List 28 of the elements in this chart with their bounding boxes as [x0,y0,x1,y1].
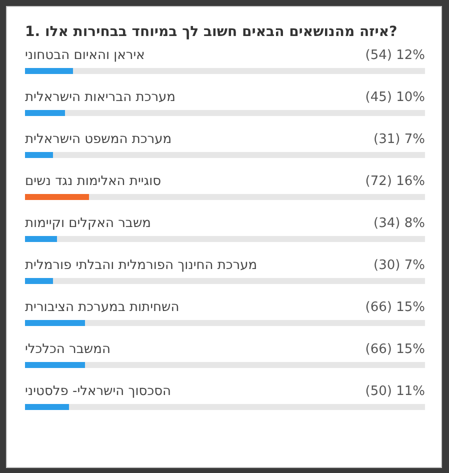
bar [25,362,85,368]
data-label: (30) 7% [374,258,425,273]
data-label: (66) 15% [365,300,425,315]
y-tick-label: איראן והאיום הבטחוני [25,48,145,63]
y-tick-label: הסכסוך הישראלי- פלסטיני [25,384,172,399]
y-tick-label: השחיתות במערכת הציבורית [25,300,180,315]
y-tick-label: מערכת החינוך הפורמלית והבלתי פורמלית [25,258,258,273]
data-label: (45) 10% [365,90,425,105]
y-tick-label: מערכת המשפט הישראלית [25,132,172,147]
data-label: (31) 7% [374,132,425,147]
bar [25,404,69,410]
chart-title: 1. איזה מהנושאים הבאים חשוב לך במיוחד בבחירות אלו? [25,24,398,40]
y-tick-label: סוגיית האלימות נגד נשים [25,174,162,189]
bar [25,152,53,158]
bar [25,194,89,200]
bar [25,110,65,116]
data-label: (54) 12% [365,48,425,63]
data-label: (50) 11% [365,384,425,399]
bar [25,236,57,242]
bar [25,320,85,326]
data-label: (34) 8% [374,216,425,231]
bar [25,278,53,284]
y-tick-label: מערכת הבריאות הישראלית [25,90,176,105]
bar [25,68,73,74]
y-tick-label: משבר האקלים וקיימות [25,216,151,231]
data-label: (72) 16% [365,174,425,189]
data-label: (66) 15% [365,342,425,357]
y-tick-label: המשבר הכלכלי [25,342,110,357]
